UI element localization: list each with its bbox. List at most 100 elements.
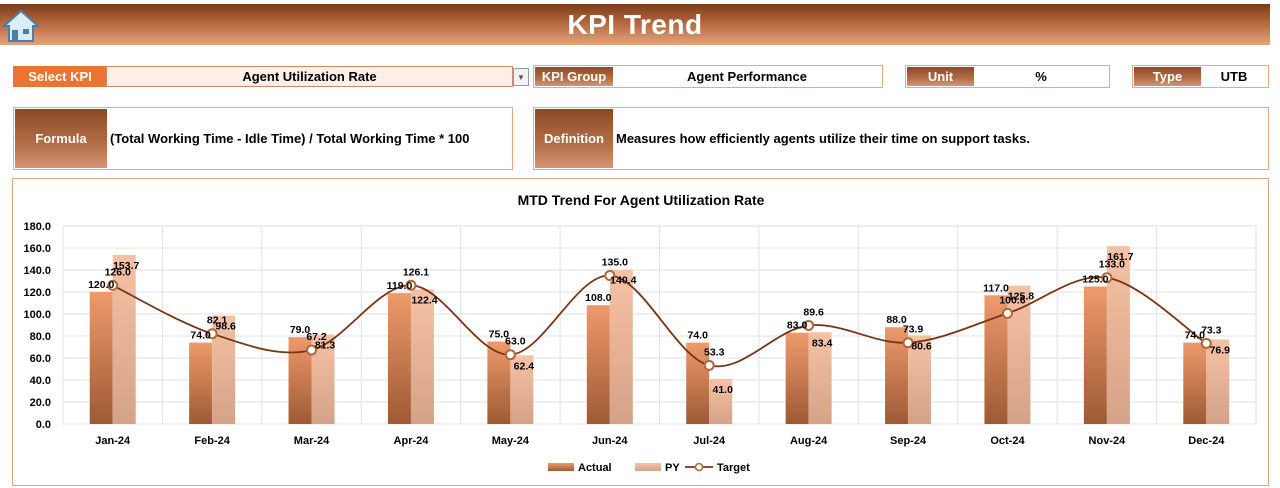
kpi-group-frame	[533, 65, 883, 88]
bar-actual	[387, 293, 411, 424]
bar-actual	[89, 292, 113, 424]
kpi-group-label: KPI Group	[535, 67, 613, 86]
data-label-target: 135.0	[602, 257, 628, 269]
data-label-target: 73.9	[903, 324, 924, 336]
y-tick-label: 0.0	[36, 419, 51, 431]
kpi-select[interactable]: Agent Utilization Rate	[106, 66, 513, 87]
y-tick-label: 80.0	[30, 331, 51, 343]
bar-py	[1206, 339, 1230, 424]
bar-py	[212, 315, 236, 424]
target-point	[107, 279, 119, 291]
x-tick-label: May-24	[492, 435, 530, 447]
x-tick-label: Sep-24	[890, 435, 927, 447]
target-point	[1200, 337, 1212, 349]
data-label-actual: 79.0	[290, 324, 311, 336]
target-point	[803, 319, 815, 331]
data-label-actual: 88.0	[886, 314, 907, 326]
target-point	[206, 328, 218, 340]
data-label-py: 41.0	[712, 384, 733, 396]
bar-actual	[288, 337, 312, 424]
legend-py-label: PY	[665, 462, 680, 474]
data-label-py: 83.4	[812, 337, 833, 349]
bar-actual	[785, 332, 809, 424]
target-point	[1101, 272, 1113, 284]
data-label-py: 125.8	[1008, 291, 1034, 303]
bar-actual	[487, 341, 511, 424]
title-bar: KPI Trend	[0, 4, 1270, 45]
data-label-actual: 74.0	[190, 330, 211, 342]
type-label: Type	[1134, 67, 1201, 86]
x-tick-label: Mar-24	[294, 435, 330, 447]
legend-target-label: Target	[717, 462, 750, 474]
legend-target-marker	[694, 462, 704, 472]
chevron-down-icon[interactable]: ▼	[513, 68, 529, 86]
chart-frame: MTD Trend For Agent Utilization Rate 0.0 2…	[12, 178, 1269, 486]
y-tick-label: 180.0	[23, 221, 51, 233]
bar-actual	[984, 295, 1008, 424]
data-label-target: 82.1	[207, 315, 228, 327]
target-point	[604, 270, 616, 281]
kpi-group-value: Agent Performance	[687, 69, 807, 84]
data-label-target: 73.3	[1201, 324, 1222, 336]
bar-py	[410, 289, 434, 424]
bar-actual	[1183, 342, 1207, 424]
y-tick-label: 100.0	[23, 309, 51, 321]
data-label-py: 140.4	[610, 275, 636, 287]
legend-py-swatch	[635, 463, 661, 471]
data-label-actual: 74.0	[1185, 330, 1206, 342]
x-tick-label: Jan-24	[95, 435, 131, 447]
y-tick-label: 20.0	[30, 397, 51, 409]
data-label-py: 80.6	[911, 340, 932, 352]
chart-title: MTD Trend For Agent Utilization Rate	[518, 192, 765, 208]
bar-actual	[885, 327, 909, 424]
bar-py	[1106, 246, 1130, 424]
data-label-py: 98.6	[215, 321, 236, 333]
data-label-target: 126.0	[105, 266, 131, 278]
bar-actual	[586, 305, 610, 424]
data-label-actual: 83.0	[787, 320, 808, 332]
x-tick-label: Oct-24	[990, 435, 1025, 447]
bar-py	[908, 335, 932, 424]
bar-actual	[1083, 286, 1107, 424]
legend-actual-swatch	[548, 463, 574, 471]
data-label-target: 89.6	[803, 306, 824, 318]
definition-frame	[533, 107, 1269, 170]
data-label-target: 100.6	[999, 294, 1025, 306]
data-label-target: 67.2	[306, 331, 327, 343]
data-label-actual: 120.0	[88, 279, 114, 291]
target-point	[1001, 307, 1013, 319]
trend-chart: MTD Trend For Agent Utilization Rate 0.0 2…	[23, 192, 1257, 474]
data-label-actual: 108.0	[585, 292, 611, 304]
data-label-py: 153.7	[113, 260, 139, 272]
y-tick-label: 40.0	[30, 375, 51, 387]
y-tick-label: 60.0	[30, 353, 51, 365]
data-label-target: 133.0	[1099, 259, 1125, 271]
y-tick-label: 140.0	[23, 265, 51, 277]
x-tick-label: Jul-24	[693, 435, 726, 447]
data-label-py: 76.9	[1210, 344, 1231, 356]
y-tick-label: 160.0	[23, 243, 51, 255]
definition-label: Definition	[535, 109, 613, 168]
target-point	[504, 349, 516, 361]
y-tick-label: 120.0	[23, 287, 51, 299]
unit-label: Unit	[907, 67, 974, 86]
bar-py	[808, 332, 832, 424]
x-tick-label: Feb-24	[194, 435, 230, 447]
formula-value: (Total Working Time - Idle Time) / Total…	[110, 131, 470, 146]
bar-py	[311, 334, 335, 424]
data-label-py: 81.3	[315, 340, 336, 352]
data-label-target: 53.3	[704, 346, 725, 358]
data-label-target: 63.0	[505, 336, 526, 348]
legend-actual-label: Actual	[578, 462, 612, 474]
type-value: UTB	[1220, 69, 1248, 84]
data-label-py: 161.7	[1107, 251, 1133, 263]
home-icon[interactable]	[2, 8, 40, 44]
target-point	[405, 279, 417, 291]
select-kpi-label: Select KPI	[13, 66, 107, 87]
bar-py	[510, 355, 534, 424]
data-label-py: 122.4	[411, 294, 437, 306]
data-label-py: 62.4	[514, 360, 535, 372]
definition-value: Measures how efficiently agents utilize …	[616, 131, 1030, 146]
x-tick-label: Jun-24	[592, 435, 628, 447]
page-title: KPI Trend	[567, 8, 703, 40]
